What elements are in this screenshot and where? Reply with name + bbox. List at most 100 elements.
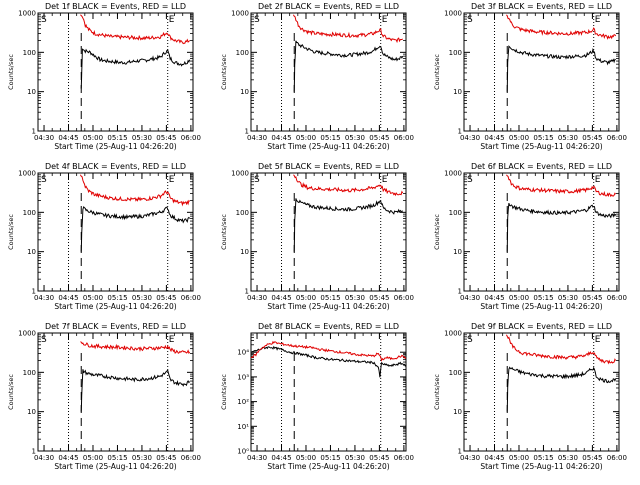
plot-frame bbox=[37, 332, 194, 452]
y-tick-label: 1000 bbox=[231, 10, 249, 18]
x-tick-label: 05:15 bbox=[107, 454, 127, 462]
x-tick-label: 04:45 bbox=[58, 294, 78, 302]
detector-panel-7: Det 7f BLACK = Events, RED = LLD 1 10 100 10… bbox=[7, 322, 201, 471]
x-tick-label: 05:30 bbox=[132, 134, 152, 142]
y-tick-label: 10 bbox=[240, 88, 249, 96]
y-tick-label: 100 bbox=[449, 209, 462, 217]
start-marker: S bbox=[41, 15, 47, 25]
x-axis-label: Start Time (25-Aug-11 04:26:20) bbox=[480, 462, 602, 471]
x-axis-label: Start Time (25-Aug-11 04:26:20) bbox=[54, 302, 176, 311]
x-tick-label: 04:45 bbox=[484, 294, 504, 302]
x-tick-label: 05:45 bbox=[369, 454, 389, 462]
x-tick-label: 04:30 bbox=[34, 454, 54, 462]
x-tick-label: 05:00 bbox=[83, 134, 103, 142]
lld-series-line bbox=[506, 174, 617, 198]
y-tick-label: 100 bbox=[23, 209, 36, 217]
x-tick-label: 05:00 bbox=[296, 454, 316, 462]
x-axis-label: Start Time (25-Aug-11 04:26:20) bbox=[54, 462, 176, 471]
x-tick-label: 05:30 bbox=[558, 134, 578, 142]
panel-title: Det 6f BLACK = Events, RED = LLD bbox=[471, 162, 612, 171]
y-tick-label: 10³ bbox=[237, 373, 249, 381]
x-tick-label: 05:00 bbox=[509, 454, 529, 462]
x-tick-label: 04:30 bbox=[247, 454, 267, 462]
x-tick-label: 05:45 bbox=[156, 134, 176, 142]
y-tick-label: 100 bbox=[449, 369, 462, 377]
lld-series-line bbox=[506, 14, 617, 40]
end-marker: E bbox=[595, 15, 601, 25]
x-tick-label: 06:00 bbox=[607, 134, 627, 142]
x-tick-label: 05:15 bbox=[533, 454, 553, 462]
y-tick-label: 1000 bbox=[444, 170, 462, 178]
y-tick-label: 10 bbox=[453, 88, 462, 96]
y-tick-label: 100 bbox=[236, 209, 249, 217]
x-tick-label: 05:30 bbox=[345, 134, 365, 142]
y-tick-label: 10 bbox=[27, 88, 36, 96]
events-series-line bbox=[506, 366, 617, 412]
x-tick-label: 04:30 bbox=[460, 294, 480, 302]
events-series-line bbox=[506, 202, 617, 252]
start-marker: S bbox=[467, 335, 473, 345]
x-tick-label: 04:45 bbox=[271, 454, 291, 462]
detector-panel-5: Det 5f BLACK = Events, RED = LLD 1 10 100 10… bbox=[220, 162, 414, 311]
end-marker: E bbox=[169, 175, 175, 185]
detector-panel-4: Det 4f BLACK = Events, RED = LLD 1 10 100 10… bbox=[7, 162, 201, 311]
x-tick-label: 06:00 bbox=[394, 134, 414, 142]
y-axis-label: Counts/sec bbox=[433, 374, 441, 410]
x-tick-label: 06:00 bbox=[181, 454, 201, 462]
x-tick-label: 05:15 bbox=[320, 134, 340, 142]
y-tick-label: 10⁴ bbox=[237, 349, 249, 357]
x-axis-label: Start Time (25-Aug-11 04:26:20) bbox=[54, 142, 176, 151]
y-axis-label: Counts/sec bbox=[220, 54, 228, 90]
y-tick-label: 1 bbox=[458, 448, 462, 456]
y-tick-label: 10 bbox=[27, 408, 36, 416]
end-marker: E bbox=[382, 15, 388, 25]
y-axis-label: Counts/sec bbox=[7, 54, 15, 90]
x-axis-label: Start Time (25-Aug-11 04:26:20) bbox=[267, 302, 389, 311]
y-tick-label: 1 bbox=[32, 128, 36, 136]
y-tick-label: 100 bbox=[23, 49, 36, 57]
lld-series-line bbox=[80, 341, 191, 355]
x-tick-label: 06:00 bbox=[181, 294, 201, 302]
x-tick-label: 05:15 bbox=[533, 294, 553, 302]
x-tick-label: 05:45 bbox=[156, 454, 176, 462]
panel-title: Det 5f BLACK = Events, RED = LLD bbox=[258, 162, 399, 171]
x-tick-label: 05:15 bbox=[107, 294, 127, 302]
detector-panel-1: Det 1f BLACK = Events, RED = LLD 1 10 100 10… bbox=[7, 2, 201, 151]
x-tick-label: 05:45 bbox=[582, 294, 602, 302]
y-tick-label: 10 bbox=[240, 248, 249, 256]
x-tick-label: 05:00 bbox=[509, 134, 529, 142]
y-tick-label: 10 bbox=[453, 248, 462, 256]
events-series-line bbox=[293, 40, 404, 92]
y-tick-label: 1 bbox=[245, 288, 249, 296]
x-tick-label: 06:00 bbox=[181, 134, 201, 142]
x-tick-label: 06:00 bbox=[607, 294, 627, 302]
start-marker: S bbox=[254, 15, 260, 25]
y-tick-label: 1000 bbox=[18, 170, 36, 178]
detector-panel-8: Det 8f BLACK = Events, RED = LLD 10⁰ 10¹ 10… bbox=[220, 322, 414, 471]
x-tick-label: 05:00 bbox=[296, 294, 316, 302]
panel-title: Det 2f BLACK = Events, RED = LLD bbox=[258, 2, 399, 11]
y-tick-label: 1000 bbox=[444, 10, 462, 18]
panel-title: Det 7f BLACK = Events, RED = LLD bbox=[45, 322, 186, 331]
x-tick-label: 06:00 bbox=[394, 454, 414, 462]
events-series-line bbox=[293, 198, 404, 252]
y-tick-label: 10² bbox=[237, 398, 249, 406]
end-marker: E bbox=[169, 335, 175, 345]
y-tick-label: 10¹ bbox=[237, 423, 249, 431]
x-tick-label: 05:15 bbox=[320, 454, 340, 462]
start-marker: S bbox=[41, 175, 47, 185]
detector-panel-6: Det 6f BLACK = Events, RED = LLD 1 10 100 10… bbox=[433, 162, 627, 311]
y-tick-label: 1 bbox=[458, 288, 462, 296]
x-tick-label: 04:45 bbox=[271, 294, 291, 302]
y-tick-label: 100 bbox=[23, 369, 36, 377]
y-tick-label: 1 bbox=[458, 128, 462, 136]
end-marker: E bbox=[169, 15, 175, 25]
events-series-line bbox=[250, 345, 407, 378]
plot-frame bbox=[250, 12, 407, 132]
x-tick-label: 04:45 bbox=[484, 134, 504, 142]
lld-series-line bbox=[293, 174, 404, 197]
detector-panel-9: Det 9f BLACK = Events, RED = LLD 1 10 100 10… bbox=[433, 322, 627, 471]
y-tick-label: 100 bbox=[236, 49, 249, 57]
y-tick-label: 1000 bbox=[231, 170, 249, 178]
